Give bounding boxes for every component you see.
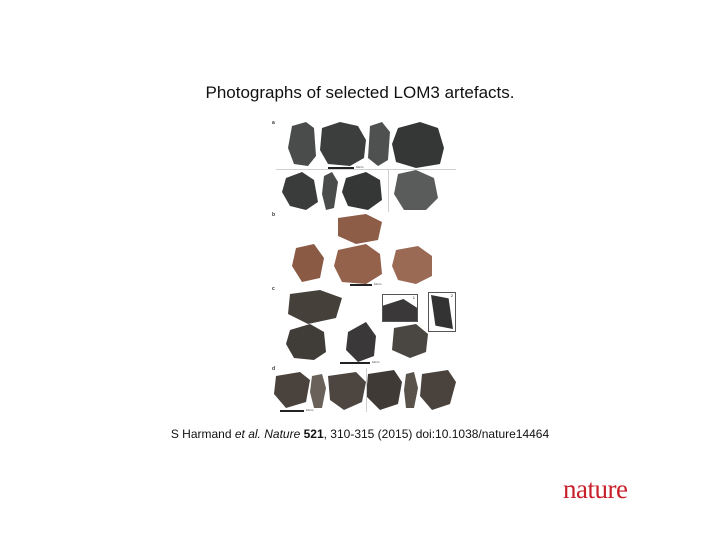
panel-divider — [388, 170, 389, 212]
artefact-b3 — [334, 244, 382, 284]
citation: S Harmand et al. Nature 521, 310-315 (20… — [0, 427, 720, 441]
artefact-c2 — [286, 324, 326, 360]
artefact-b4 — [392, 246, 432, 284]
artefact-figure: a b c d 10cm 10cm 10cm 10cm 1 2 — [270, 118, 460, 414]
citation-volume: 521 — [303, 427, 324, 441]
artefact-a6 — [322, 172, 338, 210]
panel-divider — [276, 169, 456, 170]
artefact-d5 — [404, 372, 418, 408]
scale-bar — [350, 284, 372, 286]
panel-divider — [366, 368, 367, 412]
scale-label: 10cm — [356, 165, 364, 169]
scale-label: 10cm — [372, 360, 380, 364]
artefact-a3 — [368, 122, 390, 166]
artefact-b2 — [292, 244, 324, 282]
artefact-d4 — [366, 370, 402, 410]
artefact-a8 — [394, 170, 438, 210]
slide-title: Photographs of selected LOM3 artefacts. — [205, 83, 515, 102]
scale-bar — [328, 167, 354, 169]
artefact-b1 — [338, 214, 382, 244]
artefact-a4 — [392, 122, 444, 168]
scale-bar — [340, 362, 370, 364]
panel-label-c: c — [272, 286, 275, 292]
artefact-a5 — [282, 172, 318, 210]
artefact-a7 — [342, 172, 382, 210]
artefact-c4 — [392, 324, 428, 358]
scale-label: 10cm — [374, 282, 382, 286]
panel-label-b: b — [272, 212, 276, 218]
citation-journal: Nature — [264, 427, 301, 441]
artefact-a1 — [288, 122, 316, 166]
inset-number: 2 — [450, 293, 453, 298]
artefact-c1 — [288, 290, 342, 324]
artefact-d3 — [328, 372, 366, 410]
citation-etal: et al. — [234, 427, 261, 441]
detail-inset: 1 — [382, 294, 418, 322]
artefact-d6 — [420, 370, 456, 410]
artefact-d1 — [274, 372, 310, 408]
inset-number: 1 — [412, 295, 415, 300]
nature-logo: nature — [563, 474, 628, 504]
panel-label-d: d — [272, 366, 276, 372]
detail-inset: 2 — [428, 292, 456, 332]
scale-label: 10cm — [306, 408, 314, 412]
scale-bar — [280, 410, 304, 412]
artefact-c3 — [346, 322, 376, 362]
citation-details: , 310-315 (2015) doi:10.1038/nature14464 — [323, 427, 550, 441]
panel-label-a: a — [272, 120, 275, 126]
artefact-photographs — [274, 122, 456, 410]
artefact-d2 — [310, 374, 326, 408]
artefact-a2 — [320, 122, 366, 166]
citation-author: S Harmand — [170, 427, 232, 441]
